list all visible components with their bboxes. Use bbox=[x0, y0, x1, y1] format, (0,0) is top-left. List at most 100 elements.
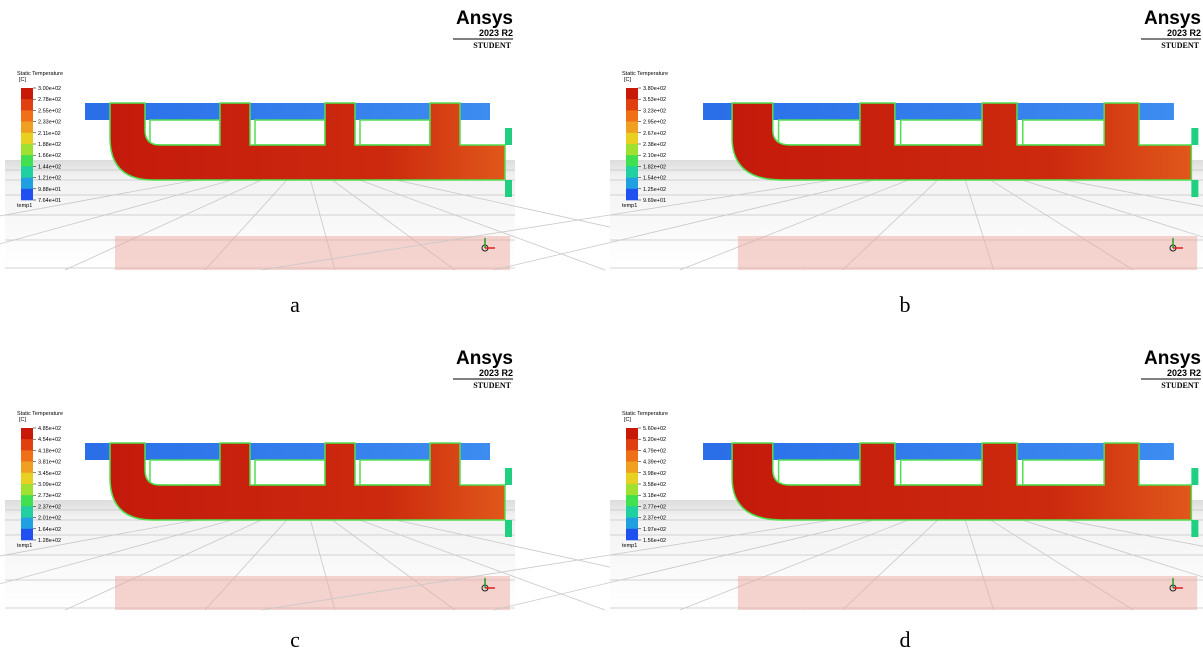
outlet bbox=[1191, 520, 1198, 537]
legend-tick-label: 1.88e+02 bbox=[38, 142, 61, 148]
legend-tick-label: 3.00e+02 bbox=[38, 86, 61, 92]
window bbox=[779, 120, 860, 145]
colorbar-band bbox=[626, 529, 638, 541]
panel-label: c bbox=[290, 627, 300, 652]
colorbar-band bbox=[21, 155, 33, 167]
window bbox=[779, 460, 860, 485]
legend-tick-label: 1.97e+02 bbox=[643, 527, 666, 533]
legend-tick-label: 1.21e+02 bbox=[38, 176, 61, 182]
colorbar-band bbox=[21, 506, 33, 518]
legend-unit: [C] bbox=[624, 417, 632, 423]
window bbox=[360, 120, 430, 145]
colorbar-band bbox=[626, 495, 638, 507]
panel-label: a bbox=[290, 292, 300, 317]
legend-tick-label: 7.64e+01 bbox=[38, 198, 61, 204]
legend-tick-label: 1.64e+02 bbox=[38, 527, 61, 533]
reflection bbox=[115, 236, 510, 270]
legend-tick-label: 2.10e+02 bbox=[643, 153, 666, 159]
version: 2023 R2 bbox=[479, 368, 513, 378]
legend-tick-label: 4.18e+02 bbox=[38, 448, 61, 454]
colorbar-band bbox=[21, 110, 33, 122]
edition: STUDENT bbox=[1161, 41, 1199, 50]
window bbox=[150, 120, 220, 145]
legend-tick-label: 4.39e+02 bbox=[643, 460, 666, 466]
legend-tick-label: 1.54e+02 bbox=[643, 176, 666, 182]
edition: STUDENT bbox=[473, 381, 511, 390]
colorbar-band bbox=[21, 495, 33, 507]
brand: Ansys bbox=[456, 8, 513, 29]
legend-tick-label: 3.18e+02 bbox=[643, 493, 666, 499]
edition: STUDENT bbox=[473, 41, 511, 50]
legend-tick-label: 9.88e+01 bbox=[38, 187, 61, 193]
reflection bbox=[738, 576, 1197, 610]
legend-tick-label: 1.66e+02 bbox=[38, 153, 61, 159]
colorbar-band bbox=[626, 110, 638, 122]
panel-label: d bbox=[900, 627, 911, 652]
colorbar-band bbox=[626, 88, 638, 100]
colorbar-band bbox=[626, 99, 638, 111]
panel-label: b bbox=[900, 292, 911, 317]
colorbar-band bbox=[21, 529, 33, 541]
legend-tick-label: 4.79e+02 bbox=[643, 448, 666, 454]
reflection bbox=[115, 576, 510, 610]
legend-tick-label: 2.37e+02 bbox=[643, 516, 666, 522]
legend-tick-label: 2.67e+02 bbox=[643, 131, 666, 137]
outlet bbox=[505, 180, 512, 197]
outlet bbox=[505, 520, 512, 537]
brand: Ansys bbox=[456, 348, 513, 369]
colorbar-band bbox=[626, 122, 638, 134]
legend-tick-label: 2.11e+02 bbox=[38, 131, 61, 137]
outlet bbox=[1191, 180, 1198, 197]
legend-tick-label: 2.73e+02 bbox=[38, 493, 61, 499]
window bbox=[255, 460, 325, 485]
window bbox=[150, 460, 220, 485]
legend-tick-label: 2.01e+02 bbox=[38, 516, 61, 522]
version: 2023 R2 bbox=[1167, 28, 1201, 38]
legend-tick-label: 3.80e+02 bbox=[643, 86, 666, 92]
legend-unit: [C] bbox=[624, 77, 632, 83]
legend-variable: temp1 bbox=[17, 203, 32, 209]
window bbox=[1023, 460, 1104, 485]
figure: Ansys2023 R2STUDENTStatic Temperature[C]… bbox=[0, 0, 1203, 655]
colorbar-band bbox=[626, 462, 638, 474]
window bbox=[255, 120, 325, 145]
colorbar-band bbox=[21, 88, 33, 100]
legend-tick-label: 1.28e+02 bbox=[38, 538, 61, 544]
colorbar-band bbox=[626, 155, 638, 167]
legend-variable: temp1 bbox=[622, 203, 637, 209]
legend-variable: temp1 bbox=[17, 543, 32, 549]
legend-tick-label: 4.54e+02 bbox=[38, 437, 61, 443]
colorbar-band bbox=[626, 518, 638, 530]
edition: STUDENT bbox=[1161, 381, 1199, 390]
colorbar-band bbox=[626, 178, 638, 190]
colorbar-band bbox=[21, 473, 33, 485]
window bbox=[901, 460, 982, 485]
legend-tick-label: 9.69e+01 bbox=[643, 198, 666, 204]
outlet bbox=[505, 468, 512, 485]
legend-tick-label: 1.44e+02 bbox=[38, 164, 61, 170]
legend-tick-label: 4.85e+02 bbox=[38, 426, 61, 432]
legend-tick-label: 1.56e+02 bbox=[643, 538, 666, 544]
colorbar-band bbox=[21, 166, 33, 178]
legend-tick-label: 3.98e+02 bbox=[643, 471, 666, 477]
colorbar-band bbox=[21, 144, 33, 156]
legend-unit: [C] bbox=[19, 417, 27, 423]
legend-tick-label: 1.82e+02 bbox=[643, 164, 666, 170]
window bbox=[901, 120, 982, 145]
legend-variable: temp1 bbox=[622, 543, 637, 549]
cold-channel bbox=[703, 443, 1174, 460]
colorbar-band bbox=[626, 189, 638, 201]
legend-tick-label: 2.95e+02 bbox=[643, 120, 666, 126]
brand: Ansys bbox=[1144, 348, 1201, 369]
legend-tick-label: 5.60e+02 bbox=[643, 426, 666, 432]
colorbar-band bbox=[626, 506, 638, 518]
outlet bbox=[1191, 128, 1198, 145]
colorbar-band bbox=[21, 484, 33, 496]
legend-tick-label: 3.53e+02 bbox=[643, 97, 666, 103]
legend-tick-label: 1.25e+02 bbox=[643, 187, 666, 193]
colorbar-band bbox=[626, 144, 638, 156]
window bbox=[1023, 120, 1104, 145]
colorbar-band bbox=[626, 166, 638, 178]
colorbar-band bbox=[21, 428, 33, 440]
version: 2023 R2 bbox=[479, 28, 513, 38]
